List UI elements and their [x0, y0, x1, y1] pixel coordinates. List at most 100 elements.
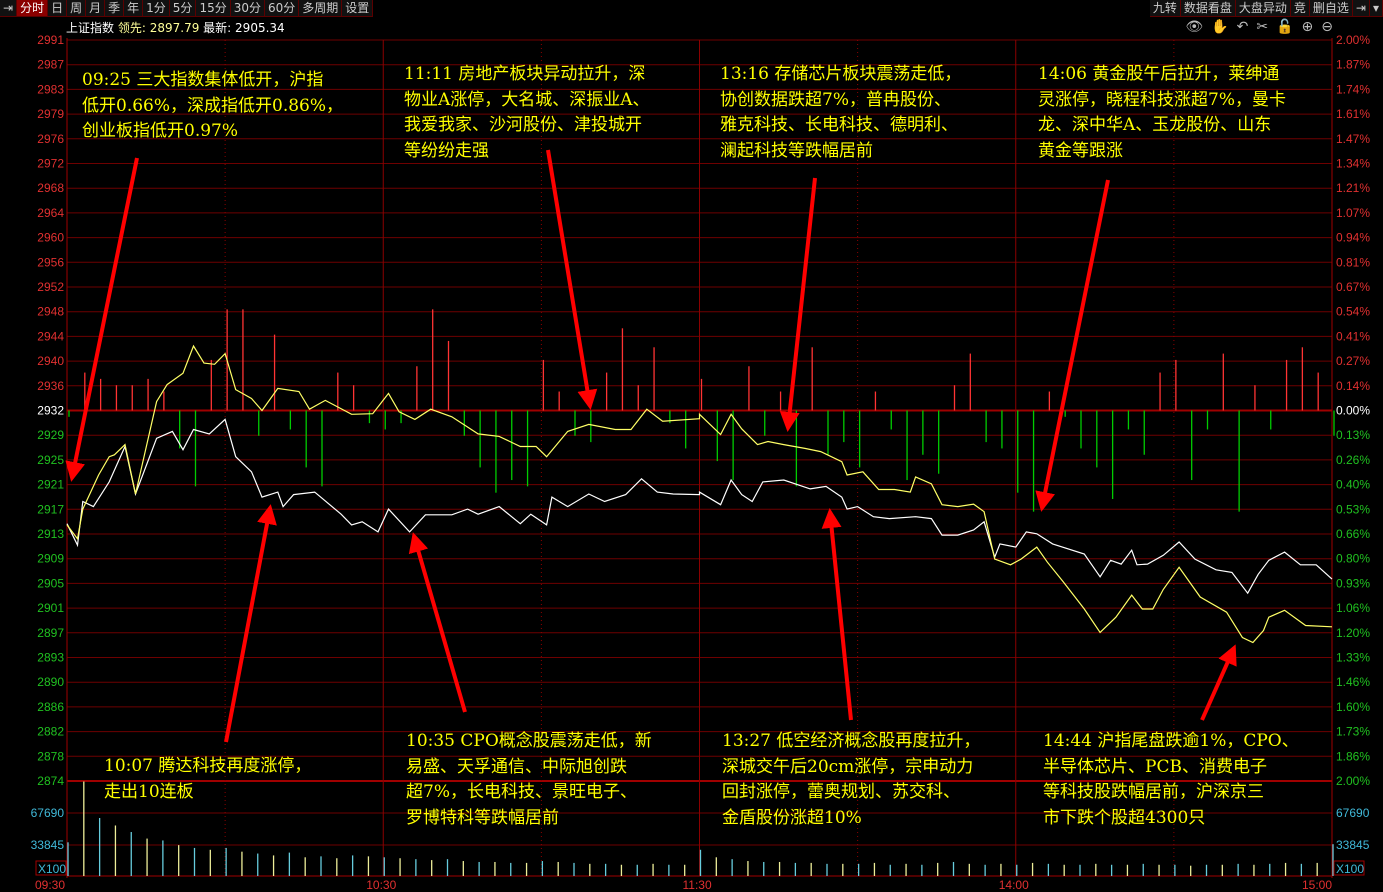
y-tick-right: 0.00% [1336, 404, 1370, 418]
y-tick-right: 1.46% [1336, 675, 1370, 689]
y-tick-right: 1.73% [1336, 725, 1370, 739]
y-tick-right: 1.47% [1336, 132, 1370, 146]
y-tick-left: 2972 [37, 157, 64, 171]
y-tick-left: 2991 [37, 33, 64, 47]
volume-tick-left: 67690 [31, 806, 65, 820]
annotation-arrow [779, 177, 817, 432]
y-tick-right: 0.67% [1336, 280, 1370, 294]
tab-4[interactable]: 季 [105, 0, 125, 17]
zoom-in-icon[interactable]: ⊕ [1301, 19, 1314, 35]
sidebar-toggle-icon[interactable]: ⇥ [0, 0, 18, 17]
tab-6[interactable]: 1分 [143, 0, 170, 17]
tab-0[interactable]: 分时 [17, 0, 49, 17]
annotation-1007: 10:07 腾达科技再度涨停， 走出10连板 [104, 756, 312, 802]
y-tick-left: 2944 [37, 329, 64, 343]
price-line [66, 418, 1333, 595]
tool-button-1[interactable]: 数据看盘 [1180, 0, 1236, 17]
y-tick-right: 0.54% [1336, 305, 1370, 319]
y-tick-right: 1.21% [1336, 181, 1370, 195]
tab-5[interactable]: 年 [124, 0, 144, 17]
annotation-1444: 14:44 沪指尾盘跌逾1%，CPO、 半导体芯片、PCB、消费电子 等科技股跌… [1043, 731, 1299, 828]
y-tick-right: 0.81% [1336, 255, 1370, 269]
annotation-arrow [1200, 644, 1237, 721]
tab-11[interactable]: 多周期 [299, 0, 343, 17]
annotation-arrow [821, 508, 853, 721]
volume-tick-right: 67690 [1336, 806, 1370, 820]
y-tick-left: 2936 [37, 379, 64, 393]
y-tick-right: 0.13% [1336, 428, 1370, 442]
y-tick-right: 1.20% [1336, 626, 1370, 640]
y-tick-left: 2874 [37, 774, 64, 788]
x-tick: 14:00 [999, 878, 1029, 892]
y-tick-right: 0.27% [1336, 354, 1370, 368]
hand-icon[interactable]: ✋ [1211, 19, 1229, 35]
y-tick-left: 2948 [37, 305, 64, 319]
lead-value: 2897.79 [149, 21, 200, 35]
tab-7[interactable]: 5分 [169, 0, 197, 17]
tool-button-3[interactable]: 竞 [1290, 0, 1310, 17]
y-tick-right: 0.14% [1336, 379, 1370, 393]
y-tick-left: 2882 [37, 725, 64, 739]
tab-1[interactable]: 日 [48, 0, 68, 17]
tool-button-0[interactable]: 九转 [1149, 0, 1181, 17]
y-tick-left: 2897 [37, 626, 64, 640]
y-tick-right: 0.94% [1336, 231, 1370, 245]
y-tick-left: 2968 [37, 181, 64, 195]
annotation-1111: 11:11 房地产板块异动拉升，深 物业A涨停，大名城、深振业A、 我爱我家、沙… [404, 64, 650, 161]
volume-unit-box [35, 860, 67, 876]
tab-12[interactable]: 设置 [342, 0, 374, 17]
y-tick-left: 2929 [37, 428, 64, 442]
tab-2[interactable]: 周 [67, 0, 87, 17]
collapse-icon[interactable]: ⇥ [1352, 0, 1370, 17]
x-tick: 10:30 [366, 878, 396, 892]
dropdown-icon[interactable]: ▾ [1369, 0, 1383, 17]
annotation-1035: 10:35 CPO概念股震荡走低，新 易盛、天孚通信、中际旭创跌 超7%，长电科… [406, 731, 652, 828]
eye-icon[interactable]: 👁 [1185, 19, 1204, 35]
tools-toolbar: 九转 数据看盘 大盘异动竞删自选 ⇥ ▾ [1149, 0, 1383, 17]
tool-button-2[interactable]: 大盘异动 [1235, 0, 1291, 17]
y-tick-right: 0.93% [1336, 576, 1370, 590]
lock-icon[interactable]: 🔓 [1276, 19, 1294, 35]
y-tick-left: 2979 [37, 107, 64, 121]
y-tick-right: 2.00% [1336, 33, 1370, 47]
last-label: 最新: [203, 21, 232, 35]
annotation-arrow [546, 149, 598, 410]
y-tick-right: 1.07% [1336, 206, 1370, 220]
y-tick-left: 2893 [37, 651, 64, 665]
tab-10[interactable]: 60分 [265, 0, 300, 17]
y-tick-right: 1.34% [1336, 157, 1370, 171]
tool-button-4[interactable]: 删自选 [1309, 0, 1353, 17]
tab-9[interactable]: 30分 [230, 0, 265, 17]
y-tick-left: 2976 [37, 132, 64, 146]
y-tick-left: 2890 [37, 675, 64, 689]
y-tick-right: 0.66% [1336, 527, 1370, 541]
y-tick-right: 1.87% [1336, 58, 1370, 72]
undo-icon[interactable]: ↶ [1236, 19, 1249, 35]
volume-tick-left: 33845 [31, 838, 65, 852]
y-tick-left: 2932 [37, 404, 64, 418]
annotation-1316: 13:16 存储芯片板块震荡走低， 协创数据跌超7%，普冉股份、 雅克科技、长电… [720, 64, 962, 161]
y-tick-right: 1.60% [1336, 700, 1370, 714]
annotation-arrow [408, 532, 467, 713]
y-tick-right: 1.86% [1336, 749, 1370, 763]
volume-unit: X100 [1336, 862, 1364, 876]
x-tick: 11:30 [683, 878, 712, 892]
volume-unit-box [1333, 860, 1365, 876]
y-tick-left: 2909 [37, 552, 64, 566]
tab-3[interactable]: 月 [86, 0, 106, 17]
y-tick-right: 0.26% [1336, 453, 1370, 467]
tab-8[interactable]: 15分 [196, 0, 231, 17]
chart-tools: 👁 ✋ ↶ ✂ 🔓 ⊕ ⊖ [1185, 19, 1333, 35]
zoom-out-icon[interactable]: ⊖ [1321, 19, 1333, 35]
annotation-arrow [65, 157, 139, 482]
y-tick-left: 2886 [37, 700, 64, 714]
period-toolbar: ⇥ 分时日周月季年 1分 5分 15分 30分 60分 多周期 设置 [0, 0, 374, 17]
scissors-icon[interactable]: ✂ [1256, 19, 1269, 35]
y-tick-left: 2940 [37, 354, 64, 368]
annotation-0925: 09:25 三大指数集体低开，沪指 低开0.66%，深成指低开0.86%， 创业… [82, 70, 344, 142]
y-tick-left: 2956 [37, 255, 64, 269]
chart-header: 上证指数 领先: 2897.79 最新: 2905.34 [66, 19, 285, 36]
y-tick-left: 2987 [37, 58, 64, 72]
y-tick-left: 2952 [37, 280, 64, 294]
